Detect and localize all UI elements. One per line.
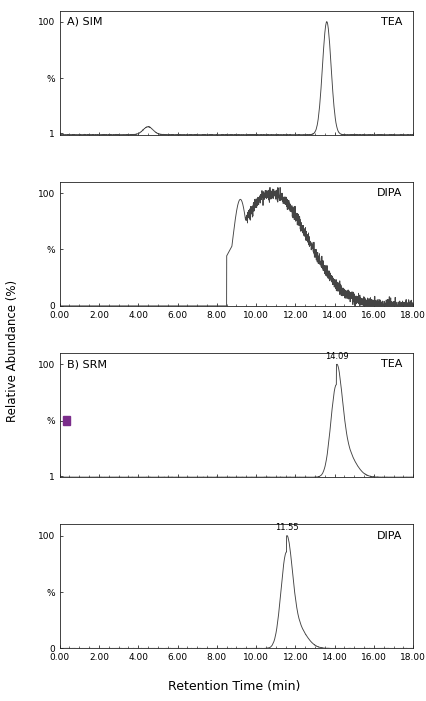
Text: 14.09: 14.09 <box>325 352 348 361</box>
Text: Retention Time (min): Retention Time (min) <box>168 679 300 693</box>
Text: 11.55: 11.55 <box>275 523 298 532</box>
Text: B) SRM: B) SRM <box>67 359 106 369</box>
Text: TEA: TEA <box>381 359 403 369</box>
Text: TEA: TEA <box>381 17 403 27</box>
FancyBboxPatch shape <box>63 416 70 426</box>
Text: DIPA: DIPA <box>377 531 403 540</box>
Text: DIPA: DIPA <box>377 188 403 198</box>
Text: Relative Abundance (%): Relative Abundance (%) <box>6 280 19 421</box>
Text: A) SIM: A) SIM <box>67 17 102 27</box>
